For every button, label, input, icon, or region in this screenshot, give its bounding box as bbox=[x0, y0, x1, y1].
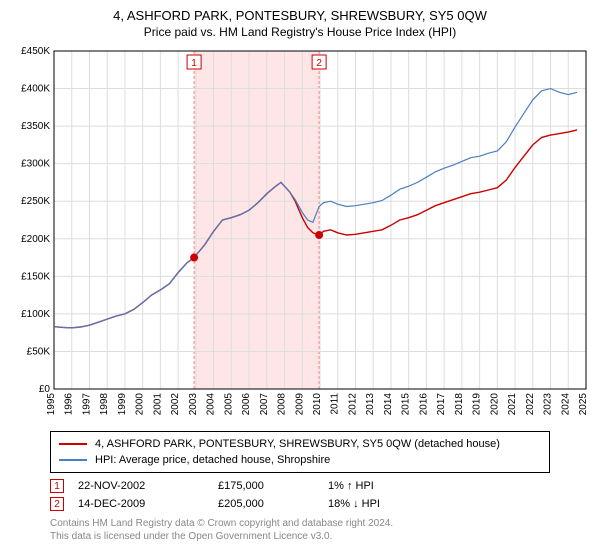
svg-text:£200K: £200K bbox=[21, 234, 50, 245]
chart-svg: £0£50K£100K£150K£200K£250K£300K£350K£400… bbox=[10, 45, 590, 423]
svg-text:1997: 1997 bbox=[81, 393, 92, 416]
svg-text:2015: 2015 bbox=[401, 393, 412, 416]
svg-text:1: 1 bbox=[191, 58, 197, 69]
svg-text:£400K: £400K bbox=[21, 84, 50, 95]
legend-swatch bbox=[59, 459, 87, 461]
svg-text:2019: 2019 bbox=[472, 393, 483, 416]
svg-text:£150K: £150K bbox=[21, 271, 50, 282]
svg-text:2002: 2002 bbox=[170, 393, 181, 416]
svg-text:£100K: £100K bbox=[21, 309, 50, 320]
svg-text:2024: 2024 bbox=[560, 393, 571, 416]
chart-subtitle: Price paid vs. HM Land Registry's House … bbox=[10, 25, 590, 39]
footnote: Contains HM Land Registry data © Crown c… bbox=[50, 517, 590, 543]
legend: 4, ASHFORD PARK, PONTESBURY, SHREWSBURY,… bbox=[50, 431, 550, 473]
sale-date: 14-DEC-2009 bbox=[78, 498, 218, 510]
svg-text:£250K: £250K bbox=[21, 196, 50, 207]
svg-text:2014: 2014 bbox=[383, 393, 394, 416]
legend-label: 4, ASHFORD PARK, PONTESBURY, SHREWSBURY,… bbox=[95, 436, 500, 452]
legend-item: HPI: Average price, detached house, Shro… bbox=[59, 452, 541, 468]
sale-row: 1 22-NOV-2002£175,0001% ↑ HPI bbox=[50, 479, 590, 493]
svg-text:2000: 2000 bbox=[135, 393, 146, 416]
svg-text:2018: 2018 bbox=[454, 393, 465, 416]
svg-text:£350K: £350K bbox=[21, 121, 50, 132]
svg-text:2023: 2023 bbox=[543, 393, 554, 416]
svg-text:1996: 1996 bbox=[64, 393, 75, 416]
svg-text:2007: 2007 bbox=[259, 393, 270, 416]
sale-price: £205,000 bbox=[218, 498, 328, 510]
svg-text:2022: 2022 bbox=[525, 393, 536, 416]
sale-change: 1% ↑ HPI bbox=[328, 480, 438, 492]
sale-marker: 2 bbox=[50, 497, 64, 511]
footnote-line: Contains HM Land Registry data © Crown c… bbox=[50, 517, 590, 530]
legend-label: HPI: Average price, detached house, Shro… bbox=[95, 452, 330, 468]
svg-text:2006: 2006 bbox=[241, 393, 252, 416]
sale-date: 22-NOV-2002 bbox=[78, 480, 218, 492]
svg-text:2016: 2016 bbox=[418, 393, 429, 416]
sale-row: 2 14-DEC-2009£205,00018% ↓ HPI bbox=[50, 497, 590, 511]
svg-text:£300K: £300K bbox=[21, 159, 50, 170]
svg-text:2001: 2001 bbox=[152, 393, 163, 416]
svg-text:£450K: £450K bbox=[21, 46, 50, 57]
svg-text:1998: 1998 bbox=[99, 393, 110, 416]
svg-text:2017: 2017 bbox=[436, 393, 447, 416]
svg-text:2012: 2012 bbox=[347, 393, 358, 416]
svg-text:2005: 2005 bbox=[223, 393, 234, 416]
sales-table: 1 22-NOV-2002£175,0001% ↑ HPI 2 14-DEC-2009… bbox=[10, 479, 590, 511]
chart-title: 4, ASHFORD PARK, PONTESBURY, SHREWSBURY,… bbox=[10, 8, 590, 23]
svg-text:1999: 1999 bbox=[117, 393, 128, 416]
svg-text:2011: 2011 bbox=[330, 393, 341, 415]
chart: £0£50K£100K£150K£200K£250K£300K£350K£400… bbox=[10, 45, 590, 423]
svg-text:2003: 2003 bbox=[188, 393, 199, 416]
sale-price: £175,000 bbox=[218, 480, 328, 492]
svg-text:2020: 2020 bbox=[489, 393, 500, 416]
svg-text:2008: 2008 bbox=[277, 393, 288, 416]
sale-marker: 1 bbox=[50, 479, 64, 493]
svg-text:2021: 2021 bbox=[507, 393, 518, 416]
sale-change: 18% ↓ HPI bbox=[328, 498, 438, 510]
svg-text:£50K: £50K bbox=[27, 346, 51, 357]
svg-text:2004: 2004 bbox=[206, 393, 217, 416]
svg-text:2025: 2025 bbox=[578, 393, 589, 416]
svg-text:2010: 2010 bbox=[312, 393, 323, 416]
svg-text:1995: 1995 bbox=[46, 393, 57, 416]
footnote-line: This data is licensed under the Open Gov… bbox=[50, 530, 590, 543]
legend-swatch bbox=[59, 443, 87, 445]
svg-text:2009: 2009 bbox=[294, 393, 305, 416]
legend-item: 4, ASHFORD PARK, PONTESBURY, SHREWSBURY,… bbox=[59, 436, 541, 452]
svg-text:2013: 2013 bbox=[365, 393, 376, 416]
svg-text:2: 2 bbox=[316, 58, 322, 69]
